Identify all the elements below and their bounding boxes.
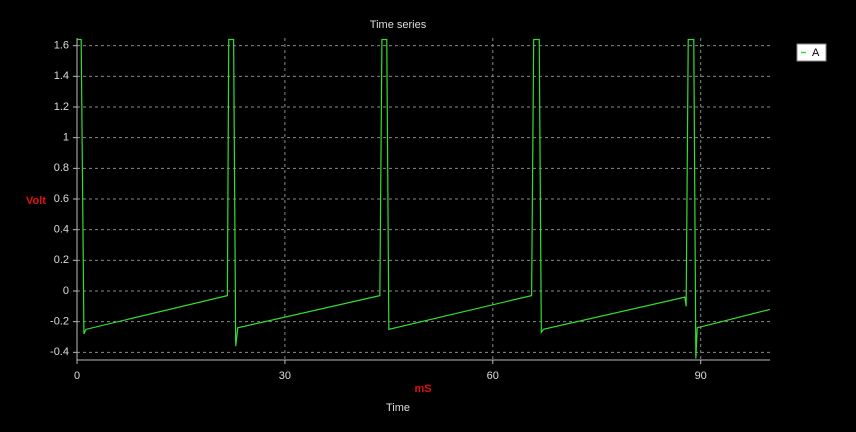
y-tick-label: 1.2 — [54, 101, 69, 113]
x-tick-label: 90 — [695, 370, 707, 382]
series-line — [77, 38, 771, 359]
y-tick-label: 0 — [63, 285, 69, 297]
y-tick-label: -0.4 — [50, 346, 69, 358]
y-tick-label: 0.4 — [54, 224, 69, 236]
x-tick-label: 30 — [279, 370, 291, 382]
y-axis-label: Volt — [26, 195, 46, 207]
y-tick-label: -0.2 — [50, 316, 69, 328]
x-axis-label: Time — [386, 402, 410, 414]
y-tick-label: 0.2 — [54, 254, 69, 266]
x-axis-unit: mS — [414, 383, 431, 395]
y-tick-label: 0.8 — [54, 162, 69, 174]
y-tick-label: 1.4 — [54, 70, 69, 82]
x-tick-label: 0 — [74, 370, 80, 382]
legend-label: A — [812, 47, 820, 59]
y-tick-label: 0.6 — [54, 193, 69, 205]
chart-title: Time series — [370, 19, 427, 31]
x-tick-label: 60 — [487, 370, 499, 382]
y-tick-label: 1 — [63, 132, 69, 144]
legend-box — [796, 43, 827, 62]
y-tick-label: 1.6 — [54, 40, 69, 52]
